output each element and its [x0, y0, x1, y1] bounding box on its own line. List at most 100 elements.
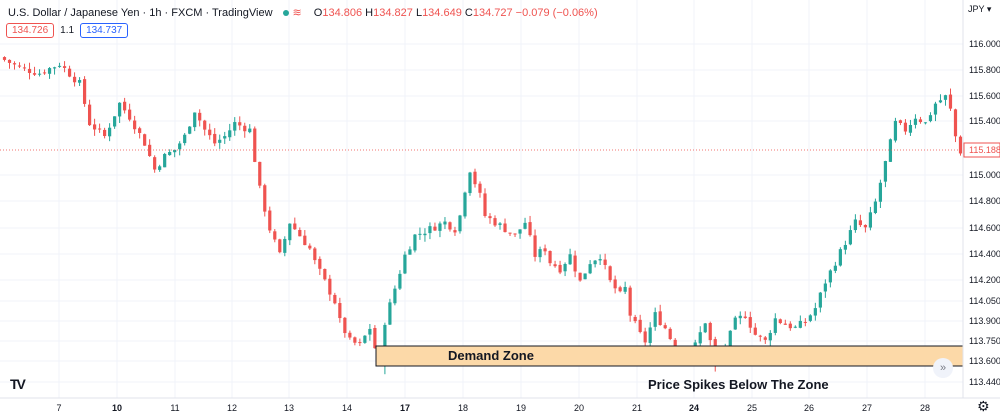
time-tick-label: 25 — [747, 403, 757, 413]
candle-body — [42, 72, 47, 74]
candle-body — [888, 139, 893, 162]
candle-body — [203, 120, 207, 130]
currency-selector[interactable]: JPY ▾ — [968, 4, 992, 14]
candle-body — [313, 248, 317, 261]
candle-body — [473, 171, 477, 185]
demand-zone-label: Demand Zone — [448, 348, 534, 363]
tradingview-logo-icon[interactable]: TV — [10, 376, 26, 392]
candle-body — [12, 63, 17, 65]
candle-body — [393, 288, 397, 304]
candle-body — [138, 128, 142, 133]
candle-body — [388, 302, 392, 325]
candle-body — [768, 332, 772, 341]
candle-body — [708, 322, 712, 341]
time-axis: 7 10 11 12 13 14 17 18 19 20 21 24 25 26 27 28 — [56, 403, 930, 413]
candle-body — [87, 104, 92, 126]
candle-body — [823, 283, 827, 292]
candle-body — [168, 151, 172, 156]
time-tick-label: 28 — [920, 403, 930, 413]
candle-body — [573, 255, 577, 272]
candle-body — [793, 326, 797, 328]
candle-body — [343, 317, 347, 334]
candle-body — [82, 79, 87, 104]
candle-body — [923, 122, 928, 124]
time-tick-label: 18 — [458, 403, 468, 413]
candle-body — [173, 149, 177, 153]
ohlc-low: 134.649 — [422, 6, 462, 19]
candle-body — [938, 100, 943, 103]
candle-body — [953, 109, 958, 137]
candle-body — [188, 126, 192, 134]
candle-body — [698, 332, 702, 344]
candle-body — [228, 130, 232, 138]
candle-body — [133, 120, 137, 130]
candle-body — [773, 318, 777, 333]
candle-body — [913, 118, 918, 125]
price-tick-label: 113.900 — [969, 316, 1000, 326]
time-tick-label: 11 — [170, 403, 179, 413]
candle-body — [853, 219, 857, 231]
candle-body — [943, 95, 948, 100]
candle-body — [293, 223, 297, 230]
ohlc-close: 134.727 — [472, 6, 513, 19]
symbol-title[interactable]: U.S. Dollar / Japanese Yen · 1h · FXCM ·… — [8, 6, 273, 19]
candle-body — [493, 218, 497, 226]
chart-header: U.S. Dollar / Japanese Yen · 1h · FXCM ·… — [8, 6, 598, 20]
candle-body — [673, 339, 677, 351]
candlestick-series — [2, 56, 963, 375]
candle-body — [808, 315, 812, 321]
candle-body — [368, 328, 372, 335]
candle-body — [593, 260, 597, 265]
candle-body — [383, 324, 387, 365]
buy-sell-panel: 134.726 1.1 134.737 — [6, 23, 129, 38]
candle-body — [433, 226, 437, 231]
candle-body — [783, 323, 787, 325]
buy-button[interactable]: 134.737 — [80, 23, 129, 38]
candle-body — [333, 294, 337, 304]
candle-body — [903, 122, 908, 132]
candle-body — [563, 263, 567, 272]
candle-body — [813, 308, 817, 316]
time-tick-label: 17 — [400, 403, 410, 413]
candle-body — [508, 232, 512, 234]
candle-body — [17, 65, 22, 67]
candle-body — [443, 221, 447, 225]
time-tick-label: 21 — [632, 403, 642, 413]
price-tick-label: 115.400 — [969, 116, 1000, 126]
price-axis: 116.000 115.800 115.600 115.400 115.000 114.8… — [969, 39, 1000, 387]
candle-body — [728, 330, 732, 350]
time-tick-label: 20 — [574, 403, 584, 413]
candle-body — [398, 273, 402, 289]
time-tick-label: 7 — [56, 403, 61, 413]
candle-body — [758, 335, 762, 337]
candle-body — [238, 122, 242, 126]
candle-body — [868, 212, 873, 228]
candle-body — [27, 68, 32, 73]
candle-body — [233, 122, 237, 131]
spike-annotation: Price Spikes Below The Zone — [648, 377, 829, 392]
candle-body — [57, 65, 62, 67]
time-tick-label: 13 — [284, 403, 294, 413]
candle-body — [253, 128, 257, 162]
gear-icon[interactable]: ⚙ — [977, 398, 990, 414]
current-price-box — [963, 142, 1000, 158]
candle-body — [208, 129, 212, 136]
time-tick-label: 10 — [112, 403, 122, 413]
price-tick-label: 114.200 — [969, 275, 1000, 285]
candle-body — [948, 94, 953, 109]
candle-body — [373, 327, 377, 349]
wave-icon: ≋ — [292, 7, 302, 19]
candle-body — [553, 264, 557, 267]
sell-button[interactable]: 134.726 — [6, 23, 55, 38]
chevron-right-double-icon[interactable]: » — [933, 358, 953, 378]
candle-body — [898, 120, 903, 123]
candle-body — [218, 139, 222, 143]
candle-body — [153, 157, 157, 170]
ohlc-values: O134.806 H134.827 L134.649 C134.727 −0.0… — [313, 6, 598, 19]
candle-body — [483, 193, 487, 216]
candle-body — [348, 332, 352, 338]
candle-body — [243, 125, 247, 132]
price-tick-label: 116.000 — [969, 39, 1000, 49]
candle-body — [503, 223, 507, 233]
